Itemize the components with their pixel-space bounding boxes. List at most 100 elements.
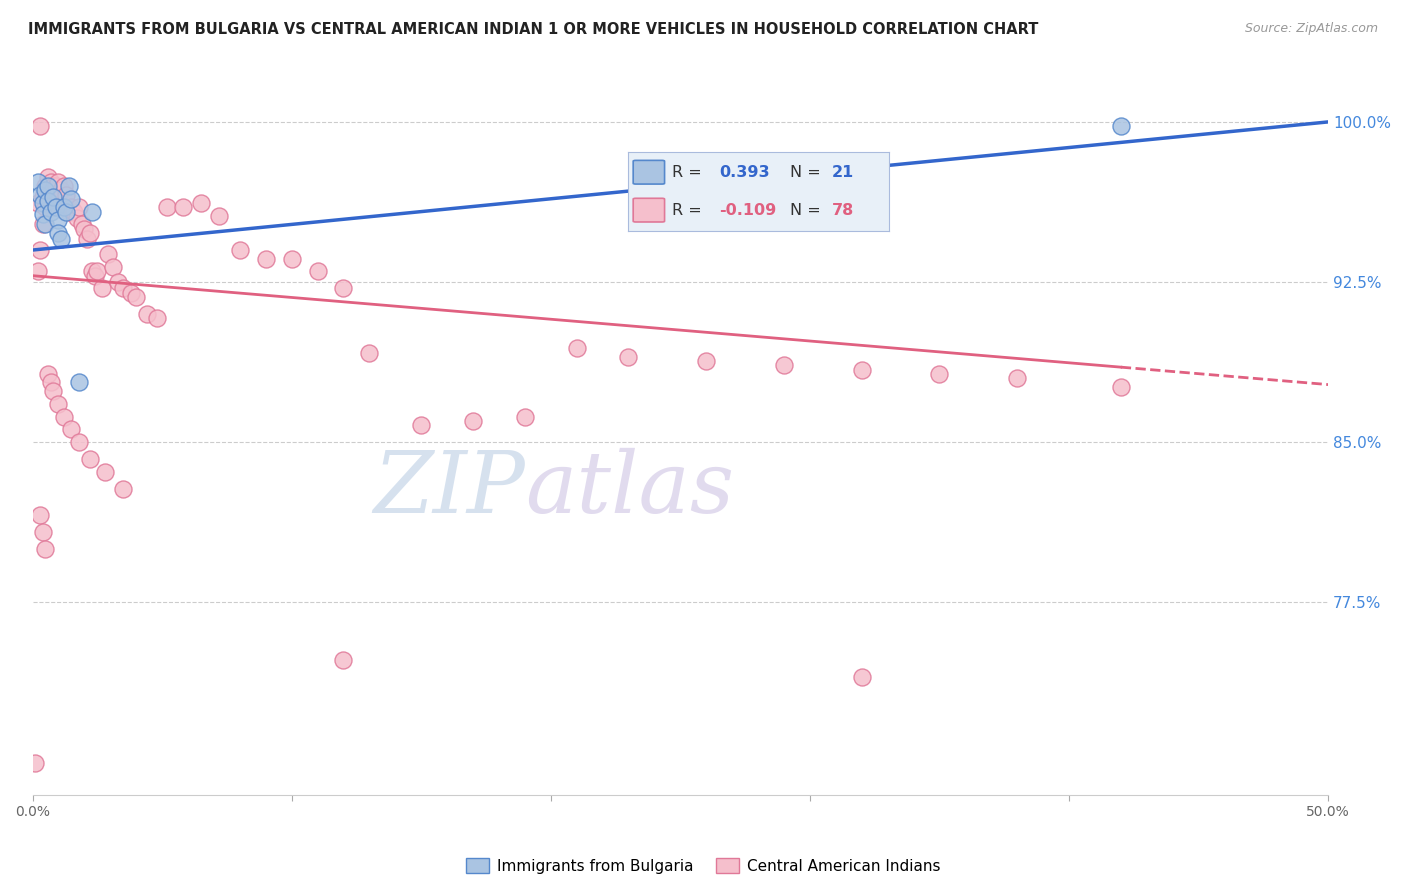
Point: [146, 311, 169, 326]
Point: [112, 281, 135, 295]
Point: [45, 200, 67, 214]
Point: [39, 175, 62, 189]
FancyBboxPatch shape: [633, 198, 665, 222]
Point: [27, 196, 49, 211]
Point: [31, 207, 53, 221]
Point: [851, 670, 873, 684]
Point: [97, 247, 120, 261]
Point: [172, 200, 194, 214]
Point: [254, 252, 277, 266]
Point: [83, 268, 105, 283]
Point: [91, 281, 114, 295]
Point: [34, 200, 56, 214]
Point: [34, 218, 56, 232]
Point: [30, 119, 52, 133]
Point: [411, 418, 433, 433]
Point: [65, 211, 87, 225]
Point: [332, 281, 354, 295]
Point: [37, 178, 59, 193]
Point: [125, 290, 148, 304]
Point: [30, 187, 52, 202]
Point: [37, 367, 59, 381]
Text: atlas: atlas: [524, 449, 734, 531]
Point: [37, 170, 59, 185]
Point: [70, 218, 93, 232]
Point: [30, 508, 52, 522]
Point: [67, 200, 90, 214]
Point: [928, 367, 950, 381]
Point: [48, 226, 70, 240]
Point: [24, 756, 46, 770]
Point: [112, 482, 135, 496]
Point: [49, 232, 72, 246]
Point: [513, 409, 536, 424]
Text: N =: N =: [790, 165, 821, 180]
Point: [48, 213, 70, 227]
Point: [31, 524, 53, 539]
Point: [135, 307, 157, 321]
Point: [773, 359, 796, 373]
Point: [34, 178, 56, 193]
Point: [82, 264, 104, 278]
Point: [86, 264, 108, 278]
Text: R =: R =: [672, 203, 702, 218]
Point: [42, 384, 65, 398]
Text: -0.109: -0.109: [720, 203, 776, 218]
Point: [67, 435, 90, 450]
Point: [45, 178, 67, 193]
Point: [359, 345, 381, 359]
Point: [42, 189, 65, 203]
Point: [63, 204, 86, 219]
Point: [48, 175, 70, 189]
Point: [107, 275, 129, 289]
Point: [52, 200, 75, 214]
Point: [34, 541, 56, 556]
Point: [1109, 119, 1132, 133]
Point: [1109, 380, 1132, 394]
Point: [565, 341, 588, 355]
Point: [48, 397, 70, 411]
Point: [31, 189, 53, 203]
Point: [156, 200, 179, 214]
Point: [67, 376, 90, 390]
Text: 78: 78: [832, 203, 855, 218]
Point: [60, 200, 83, 214]
Point: [229, 243, 252, 257]
Point: [695, 354, 717, 368]
Point: [82, 204, 104, 219]
Point: [461, 414, 484, 428]
Point: [208, 209, 231, 223]
Point: [52, 178, 75, 193]
Point: [52, 409, 75, 424]
Text: IMMIGRANTS FROM BULGARIA VS CENTRAL AMERICAN INDIAN 1 OR MORE VEHICLES IN HOUSEH: IMMIGRANTS FROM BULGARIA VS CENTRAL AMER…: [28, 22, 1039, 37]
Text: ZIP: ZIP: [373, 449, 524, 531]
Point: [39, 204, 62, 219]
Point: [76, 232, 98, 246]
Text: Source: ZipAtlas.com: Source: ZipAtlas.com: [1244, 22, 1378, 36]
Point: [307, 264, 329, 278]
FancyBboxPatch shape: [633, 161, 665, 184]
Point: [49, 183, 72, 197]
Legend: Immigrants from Bulgaria, Central American Indians: Immigrants from Bulgaria, Central Americ…: [460, 852, 946, 880]
Point: [30, 243, 52, 257]
Text: N =: N =: [790, 203, 821, 218]
Point: [851, 362, 873, 376]
Point: [101, 260, 124, 274]
Point: [79, 452, 101, 467]
Point: [58, 204, 80, 219]
Point: [120, 285, 142, 300]
Point: [27, 175, 49, 189]
Point: [60, 192, 83, 206]
Point: [617, 350, 640, 364]
Text: 0.393: 0.393: [720, 165, 770, 180]
Point: [52, 200, 75, 214]
Point: [42, 200, 65, 214]
Point: [60, 422, 83, 436]
Point: [31, 218, 53, 232]
Point: [58, 178, 80, 193]
Point: [1005, 371, 1028, 385]
Point: [332, 653, 354, 667]
Point: [39, 376, 62, 390]
Point: [55, 204, 77, 219]
Point: [48, 192, 70, 206]
